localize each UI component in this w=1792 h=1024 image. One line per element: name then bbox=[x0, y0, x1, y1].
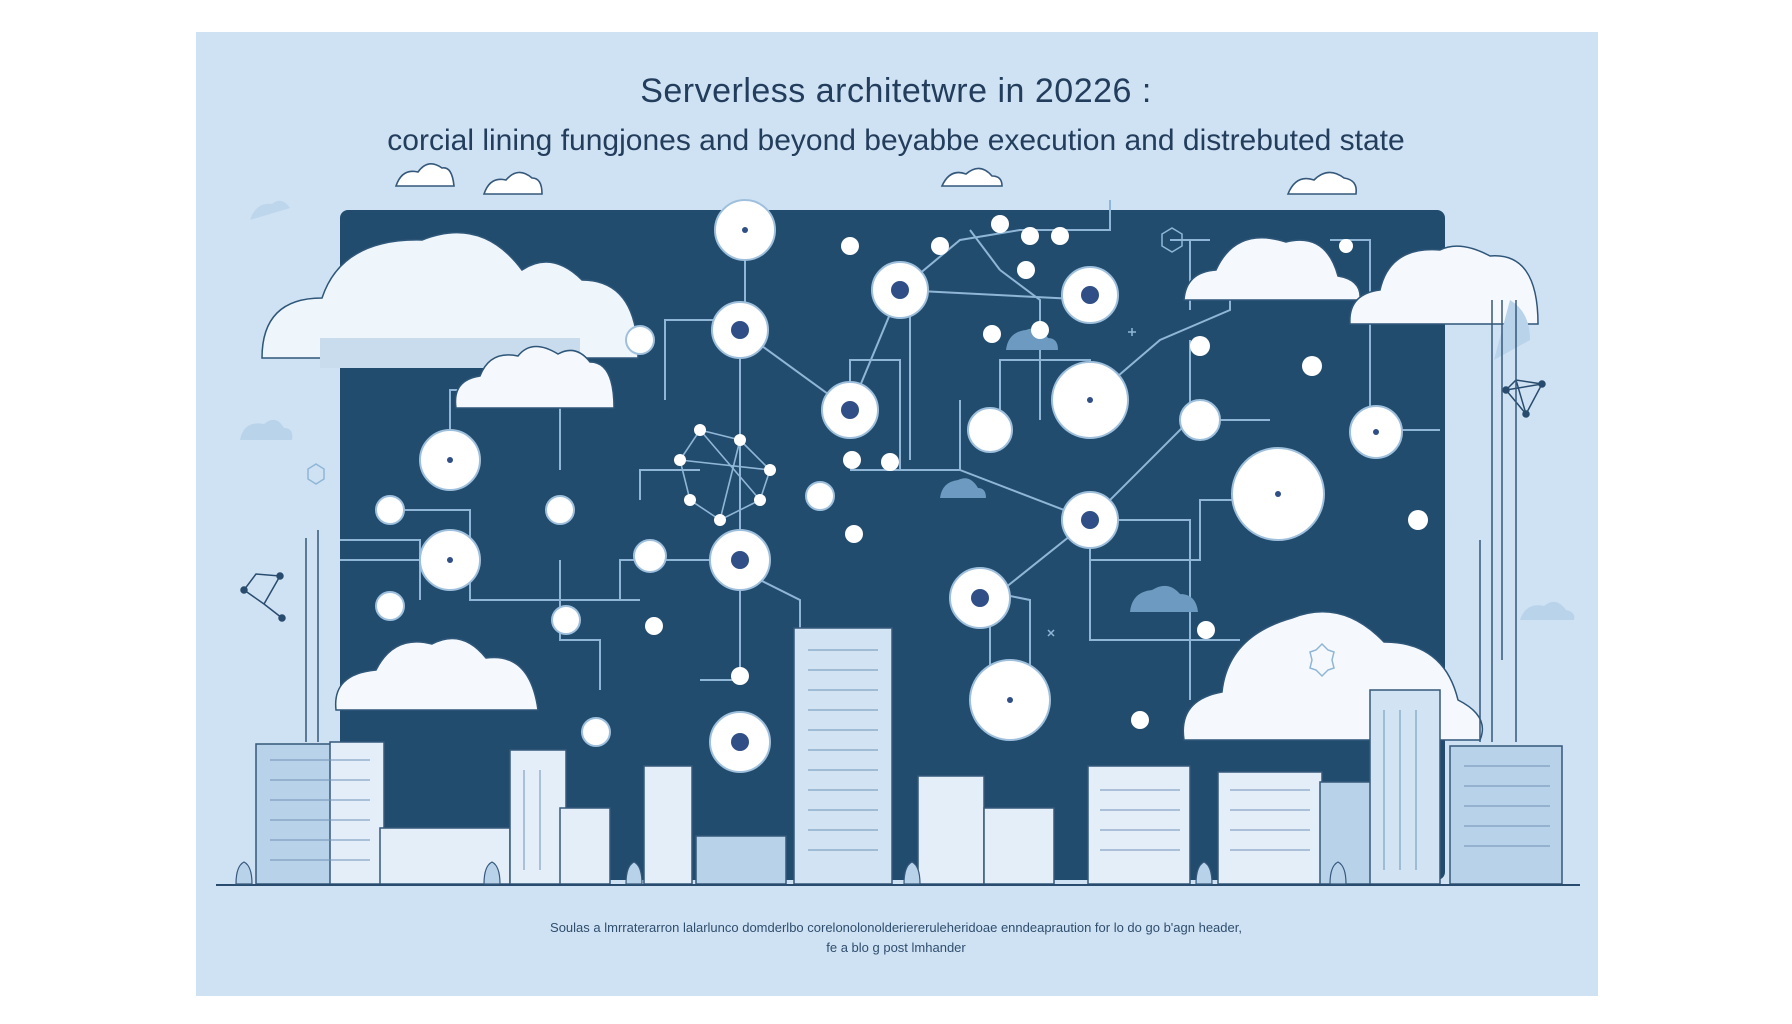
network-node-icon bbox=[845, 525, 863, 543]
decorations bbox=[307, 227, 1335, 678]
building-icon bbox=[1369, 689, 1441, 885]
network-node-icon bbox=[1179, 399, 1221, 441]
building-icon bbox=[559, 807, 611, 885]
cloud-icon bbox=[1520, 601, 1575, 620]
cloud-icon bbox=[1006, 328, 1058, 350]
network-node-icon bbox=[1131, 711, 1149, 729]
network-node-icon bbox=[881, 453, 899, 471]
network-panel bbox=[340, 210, 1445, 880]
small-nodes bbox=[645, 215, 1428, 729]
network-node-icon bbox=[633, 539, 667, 573]
building-icon bbox=[983, 807, 1055, 885]
network-node-icon bbox=[734, 434, 746, 446]
network-node-icon bbox=[674, 454, 686, 466]
network-node-icon bbox=[551, 605, 581, 635]
caption-line-1: Soulas a lmrraterarron lalarlunco domder… bbox=[550, 920, 1242, 935]
cloud-icon bbox=[940, 167, 1003, 187]
cloud-icon bbox=[940, 478, 986, 498]
network-node-icon bbox=[375, 495, 405, 525]
network-node-icon bbox=[1302, 356, 1322, 376]
network-mesh bbox=[679, 429, 771, 521]
network-node-icon bbox=[714, 514, 726, 526]
network-node-icon bbox=[931, 237, 949, 255]
network-node-icon bbox=[731, 667, 749, 685]
network-node-icon bbox=[694, 424, 706, 436]
cloud-icon bbox=[482, 171, 543, 195]
side-networks bbox=[240, 379, 1546, 622]
building-icon bbox=[1217, 771, 1323, 885]
network-node-icon bbox=[967, 407, 1013, 453]
network-node-icon bbox=[983, 325, 1001, 343]
spark-icon bbox=[1128, 328, 1136, 336]
network-node-icon bbox=[1031, 321, 1049, 339]
cloud-icon bbox=[394, 163, 455, 187]
network-node-icon bbox=[754, 494, 766, 506]
cloud-icon bbox=[1286, 171, 1358, 195]
cloud-icon bbox=[334, 637, 539, 711]
shrubs bbox=[235, 861, 1347, 885]
network-node-icon bbox=[764, 464, 776, 476]
side-poles bbox=[305, 300, 1517, 742]
cloud-icon bbox=[1349, 245, 1539, 325]
building-icon bbox=[917, 775, 985, 885]
node-centers bbox=[447, 227, 1379, 751]
building-windows bbox=[270, 649, 1550, 870]
building-icon bbox=[793, 627, 893, 885]
network-node-icon bbox=[1051, 227, 1069, 245]
cloud-icon bbox=[454, 345, 615, 409]
network-node-icon bbox=[545, 495, 575, 525]
network-node-icon bbox=[1408, 510, 1428, 530]
building-icon bbox=[509, 749, 567, 885]
network-node-icon bbox=[581, 717, 611, 747]
panel-accents bbox=[940, 328, 1198, 612]
side-clouds bbox=[240, 200, 1575, 620]
network-node-icon bbox=[1339, 239, 1353, 253]
network-node-icon bbox=[645, 617, 663, 635]
building-icon bbox=[329, 741, 385, 885]
cloud-icon bbox=[240, 419, 293, 440]
network-node-icon bbox=[1190, 336, 1210, 356]
network-node-icon bbox=[684, 494, 696, 506]
network-node-icon bbox=[1021, 227, 1039, 245]
clouds bbox=[261, 231, 1539, 741]
cloud-icon bbox=[250, 200, 290, 220]
cloud-icon bbox=[1494, 300, 1530, 360]
poster-title: Serverless architetwre in 20226 : bbox=[640, 72, 1152, 110]
building-icon bbox=[1449, 745, 1563, 885]
hexagon-icon bbox=[1161, 227, 1183, 253]
building-icon bbox=[1087, 765, 1191, 885]
building-icon bbox=[695, 835, 787, 885]
building-icon bbox=[643, 765, 693, 885]
poster-subtitle: corcial lining fungjones and beyond beya… bbox=[387, 124, 1405, 157]
caption-line-2: fe a blo g post lmhander bbox=[826, 940, 966, 955]
network-node-icon bbox=[1197, 621, 1215, 639]
top-clouds bbox=[394, 163, 1358, 195]
cloud-icon bbox=[1130, 585, 1198, 612]
network-node-icon bbox=[625, 325, 655, 355]
network-node-icon bbox=[1017, 261, 1035, 279]
network-node-icon bbox=[841, 237, 859, 255]
network-node-icon bbox=[375, 591, 405, 621]
cloud-icon bbox=[1183, 237, 1361, 301]
network-node-icon bbox=[805, 481, 835, 511]
network-node-icon bbox=[991, 215, 1009, 233]
network-node-icon bbox=[843, 451, 861, 469]
spark-icon bbox=[1047, 629, 1055, 637]
hexagon-icon bbox=[307, 463, 325, 485]
gear-icon bbox=[1309, 642, 1335, 678]
cloud-icon bbox=[261, 231, 639, 359]
mesh-nodes bbox=[674, 424, 776, 526]
